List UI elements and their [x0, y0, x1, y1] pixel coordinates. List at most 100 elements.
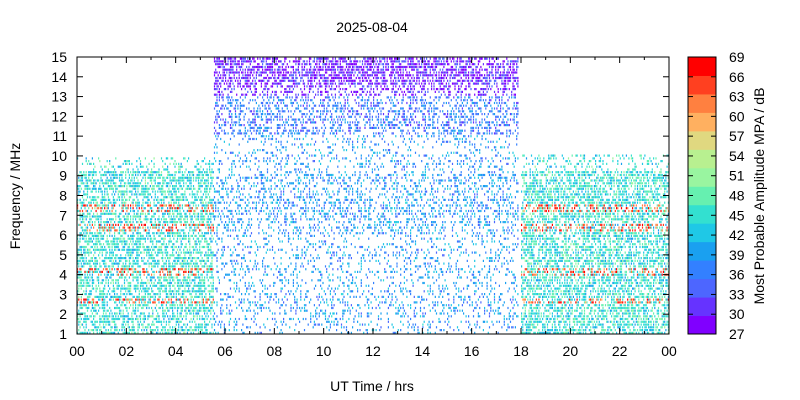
heatmap-cell — [255, 129, 257, 132]
heatmap-cell — [125, 212, 127, 215]
heatmap-cell — [239, 132, 241, 135]
heatmap-cell — [207, 270, 209, 273]
heatmap-cell — [165, 265, 167, 268]
heatmap-cell — [169, 276, 171, 279]
heatmap-cell — [158, 306, 160, 310]
heatmap-cell — [266, 273, 269, 276]
heatmap-cell — [249, 71, 251, 74]
heatmap-cell — [260, 187, 262, 190]
heatmap-cell — [147, 245, 149, 249]
heatmap-cell — [107, 265, 109, 268]
heatmap-cell — [210, 212, 212, 215]
heatmap-cell — [207, 254, 209, 257]
heatmap-cell — [254, 60, 256, 63]
heatmap-cell — [190, 317, 192, 321]
heatmap-cell — [190, 218, 192, 221]
heatmap-cell — [112, 204, 114, 207]
heatmap-cell — [239, 268, 241, 271]
heatmap-cell — [254, 121, 256, 124]
heatmap-cell — [133, 176, 135, 179]
heatmap-cell — [95, 301, 97, 304]
heatmap-cell — [131, 298, 133, 301]
heatmap-cell — [126, 251, 128, 254]
heatmap-cell — [120, 309, 122, 312]
heatmap-cell — [204, 209, 206, 213]
heatmap-cell — [238, 113, 240, 116]
heatmap-cell — [142, 204, 144, 207]
heatmap-cell — [91, 196, 93, 199]
heatmap-cell — [83, 221, 85, 224]
heatmap-cell — [196, 262, 198, 265]
heatmap-cell — [77, 298, 79, 301]
heatmap-cell — [211, 326, 213, 329]
heatmap-cell — [81, 196, 84, 199]
heatmap-cell — [94, 223, 96, 226]
heatmap-cell — [257, 149, 259, 152]
heatmap-cell — [162, 301, 164, 304]
heatmap-cell — [209, 198, 211, 201]
heatmap-cell — [252, 68, 254, 71]
heatmap-cell — [228, 204, 230, 207]
heatmap-cell — [139, 165, 142, 168]
heatmap-cell — [144, 317, 146, 321]
heatmap-cell — [118, 212, 121, 215]
heatmap-cell — [201, 160, 203, 163]
heatmap-cell — [192, 173, 195, 177]
heatmap-cell — [118, 198, 121, 201]
heatmap-cell — [106, 212, 108, 215]
heatmap-cell — [172, 312, 174, 315]
heatmap-cell — [95, 187, 97, 190]
heatmap-cell — [185, 198, 187, 201]
heatmap-cell — [205, 212, 207, 215]
heatmap-cell — [157, 315, 159, 318]
heatmap-cell — [128, 284, 130, 287]
heatmap-cell — [264, 68, 266, 71]
heatmap-cell — [115, 312, 117, 315]
heatmap-cell — [250, 71, 253, 74]
heatmap-cell — [217, 207, 219, 210]
heatmap-cell — [250, 240, 253, 243]
heatmap-cell — [231, 212, 233, 215]
heatmap-cell — [174, 265, 176, 268]
heatmap-cell — [158, 201, 160, 204]
heatmap-cell — [200, 179, 202, 182]
heatmap-cell — [233, 121, 235, 124]
heatmap-cell — [231, 162, 233, 165]
heatmap-cell — [264, 137, 266, 141]
heatmap-cell — [168, 190, 170, 193]
heatmap-cell — [162, 198, 164, 201]
heatmap-cell — [152, 248, 154, 251]
heatmap-cell — [149, 298, 151, 301]
heatmap-cell — [210, 295, 212, 298]
heatmap-cell — [118, 226, 121, 229]
heatmap-cell — [168, 243, 170, 246]
heatmap-cell — [114, 176, 116, 179]
heatmap-cell — [197, 251, 200, 254]
heatmap-cell — [268, 107, 270, 110]
heatmap-cell — [100, 295, 102, 298]
heatmap-cell — [107, 212, 109, 215]
heatmap-cell — [178, 293, 180, 296]
heatmap-cell — [109, 331, 111, 334]
heatmap-cell — [192, 229, 195, 232]
heatmap-cell — [227, 223, 229, 226]
heatmap-cell — [247, 176, 249, 179]
heatmap-cell — [151, 209, 153, 213]
heatmap-cell — [80, 179, 82, 182]
heatmap-cell — [227, 293, 229, 296]
heatmap-cell — [197, 215, 200, 218]
heatmap-cell — [239, 240, 241, 243]
heatmap-cell — [160, 284, 163, 287]
heatmap-cell — [135, 226, 137, 229]
heatmap-cell — [253, 201, 255, 204]
heatmap-cell — [205, 232, 207, 235]
heatmap-cell — [225, 68, 227, 71]
heatmap-cell — [197, 173, 200, 177]
heatmap-cell — [199, 317, 201, 321]
heatmap-cell — [266, 65, 269, 69]
heatmap-cell — [86, 295, 89, 298]
heatmap-cell — [176, 315, 179, 318]
heatmap-cell — [192, 251, 195, 254]
heatmap-cell — [243, 57, 245, 60]
heatmap-cell — [127, 204, 129, 207]
